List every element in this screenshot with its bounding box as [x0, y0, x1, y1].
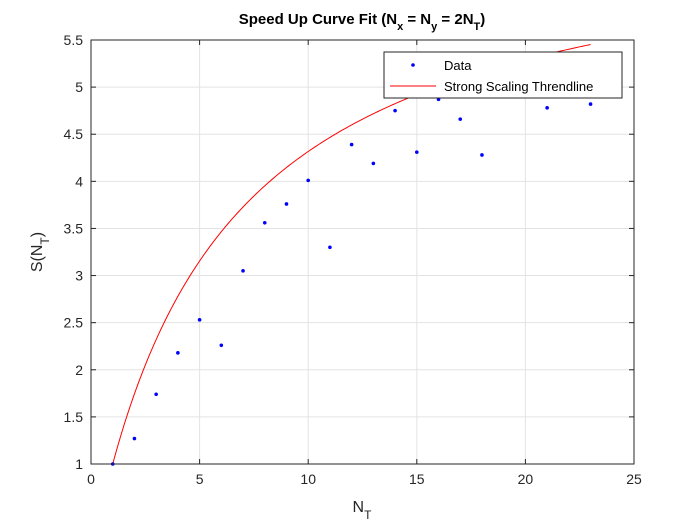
x-tick-label: 10: [300, 471, 316, 487]
y-tick-label: 5.5: [64, 32, 84, 48]
chart-title: Speed Up Curve Fit (Nx = Ny = 2NT): [239, 11, 486, 33]
data-point: [197, 318, 202, 322]
y-axis-label: S(NT): [29, 232, 52, 272]
x-tick-label: 5: [196, 471, 204, 487]
title-end: ): [480, 11, 485, 28]
plot-area: [91, 40, 634, 464]
data-point: [393, 108, 397, 113]
y-tick-label: 3.5: [64, 220, 84, 236]
tick-labels: 0 5 10 15 20 25 1 1.5 2 2.5 3 3.5 4 4.5 5 5.5: [64, 32, 642, 487]
y-tick-label: 4.5: [64, 126, 84, 142]
data-point: [219, 343, 224, 348]
data-point: [328, 245, 332, 250]
x-tick-label: 15: [409, 471, 425, 487]
y-tick-label: 3: [75, 268, 83, 284]
data-point: [154, 392, 158, 397]
y-tick-label: 2: [75, 362, 83, 378]
title-main: Speed Up Curve Fit (N: [239, 11, 397, 28]
title-sub-y: y: [431, 21, 438, 33]
y-tick-label: 1: [75, 456, 83, 472]
data-point: [176, 351, 180, 355]
data-point: [545, 106, 549, 110]
data-point: [262, 220, 267, 225]
x-label-main: N: [353, 499, 365, 516]
title-mid-1: = N: [403, 11, 431, 28]
data-point: [415, 150, 419, 154]
data-point: [458, 117, 463, 121]
y-label-sub: T: [38, 237, 52, 245]
y-tick-label: 1.5: [64, 409, 84, 425]
title-mid-2: = 2N: [437, 11, 473, 28]
x-label-sub: T: [364, 508, 372, 522]
data-point: [371, 161, 376, 166]
grid: [90, 39, 635, 465]
data-point: [241, 269, 245, 273]
legend-marker-data: [411, 63, 415, 67]
x-tick-label: 20: [518, 471, 534, 487]
legend: Data Strong Scaling Threndline: [383, 51, 623, 99]
legend-label-data: Data: [444, 58, 472, 73]
data-point: [349, 142, 354, 147]
data-point: [588, 102, 593, 106]
y-label-main: S(N: [29, 245, 46, 273]
title-sub-x: x: [397, 21, 404, 33]
legend-box: [383, 51, 623, 99]
y-tick-label: 5: [75, 79, 83, 95]
legend-label-trend: Strong Scaling Threndline: [444, 79, 593, 94]
y-tick-label: 4: [75, 173, 83, 189]
data-point: [132, 436, 137, 441]
x-tick-label: 25: [626, 471, 642, 487]
data-point: [480, 153, 484, 157]
x-axis-label: NT: [353, 499, 373, 522]
x-tick-label: 0: [87, 471, 95, 487]
data-point: [306, 178, 311, 183]
y-tick-label: 2.5: [64, 315, 84, 331]
data-point: [284, 202, 289, 206]
y-label-end: ): [29, 232, 46, 237]
axes-box: [90, 39, 635, 465]
title-sub-t: T: [474, 21, 481, 33]
